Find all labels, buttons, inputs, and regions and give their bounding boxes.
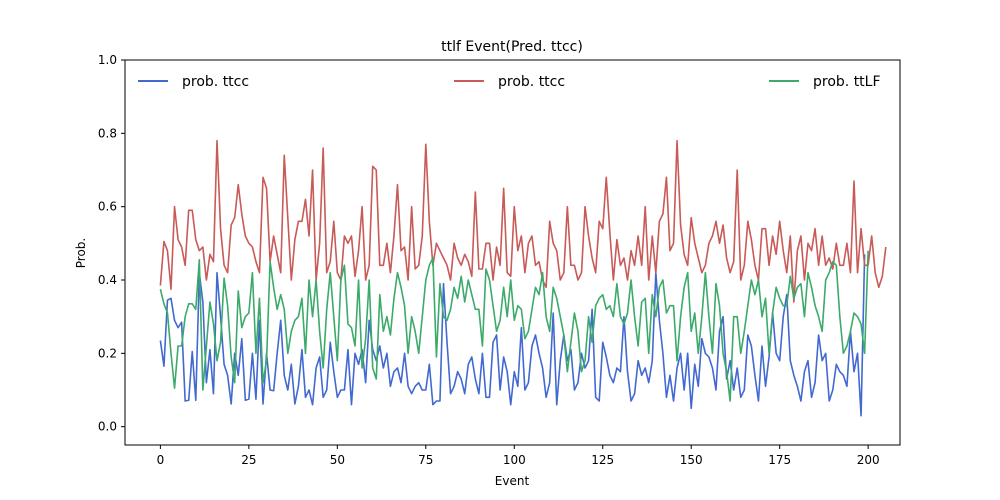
y-tick-label: 0.4	[98, 273, 117, 287]
y-axis-label: Prob.	[74, 238, 88, 268]
x-tick-label: 175	[768, 453, 791, 467]
y-tick-label: 0.8	[98, 126, 117, 140]
x-tick-label: 125	[591, 453, 614, 467]
legend: prob. ttcc prob. ttcc prob. ttLF	[138, 74, 881, 90]
y-tick-label: 0.2	[98, 346, 117, 360]
y-axis: 0.0 0.2 0.4 0.6 0.8 1.0	[98, 53, 125, 434]
series-line-1	[159, 254, 866, 417]
series-line-3	[159, 250, 869, 402]
y-tick-label: 0.6	[98, 200, 117, 214]
y-tick-label: 0.0	[98, 420, 117, 434]
x-axis: 0 25 50 75 100 125 150 175 200	[157, 445, 880, 467]
x-tick-label: 25	[241, 453, 256, 467]
x-tick-label: 75	[418, 453, 433, 467]
legend-label-2: prob. ttcc	[498, 74, 565, 90]
series-layer	[159, 139, 887, 417]
plot-frame	[124, 59, 901, 446]
x-tick-label: 50	[330, 453, 345, 467]
x-tick-label: 0	[157, 453, 165, 467]
x-tick-label: 200	[857, 453, 880, 467]
y-tick-label: 1.0	[98, 53, 117, 67]
x-axis-label: Event	[495, 474, 530, 488]
x-tick-label: 150	[680, 453, 703, 467]
legend-label-3: prob. ttLF	[813, 74, 881, 90]
legend-label-1: prob. ttcc	[182, 74, 249, 90]
x-tick-label: 100	[503, 453, 526, 467]
chart-title: ttlf Event(Pred. ttcc)	[441, 39, 583, 55]
series-line-2	[159, 139, 887, 303]
